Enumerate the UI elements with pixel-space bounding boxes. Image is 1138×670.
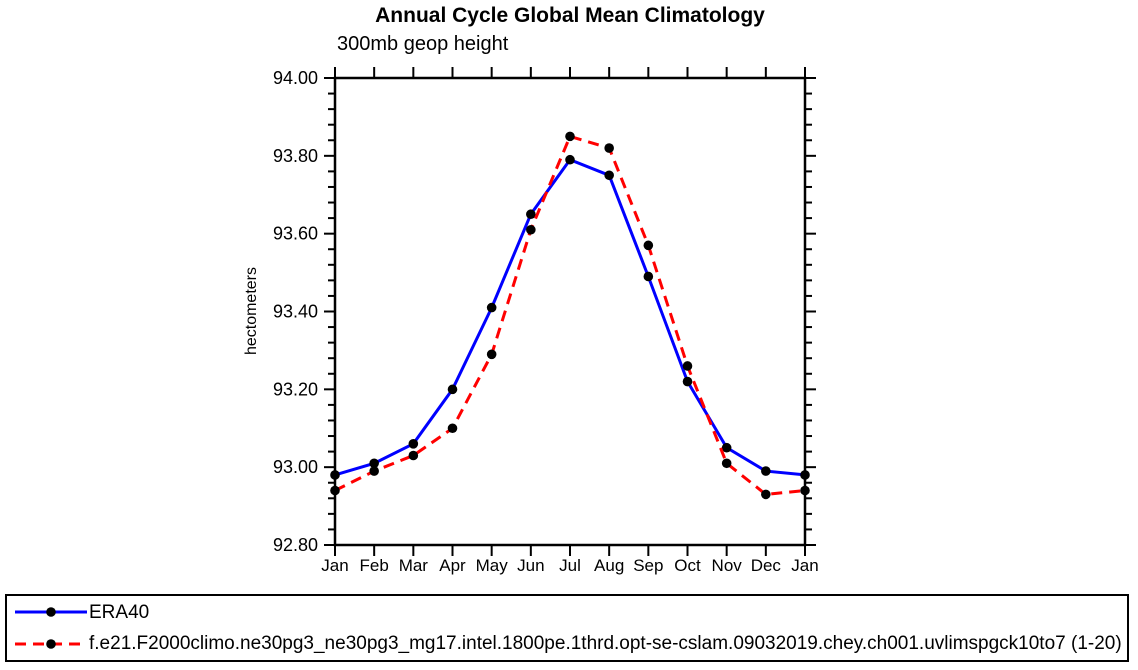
- x-axis-tick-label: Jul: [559, 556, 581, 575]
- x-axis-tick-label: Jan: [321, 556, 348, 575]
- plot-frame: [333, 76, 807, 547]
- data-point-marker: [330, 485, 340, 496]
- data-point-marker: [682, 376, 693, 387]
- series-line-0: [334, 157, 806, 477]
- legend-box: ERA40 f.e21.F2000climo.ne30pg3_ne30pg3_mg…: [5, 594, 1129, 662]
- x-axis-tick-label: Aug: [594, 556, 624, 575]
- data-point-marker: [526, 224, 536, 235]
- legend-label: f.e21.F2000climo.ne30pg3_ne30pg3_mg17.in…: [89, 633, 1122, 655]
- data-point-marker: [761, 466, 771, 476]
- data-point-marker: [721, 458, 732, 469]
- x-axis-tick-label: Dec: [751, 556, 782, 575]
- legend-line-sample: [15, 638, 87, 649]
- chart-subtitle: 300mb geop height: [337, 33, 509, 55]
- x-axis-tick-label: Nov: [712, 556, 743, 575]
- data-point-marker: [408, 439, 419, 449]
- y-axis-tick-label: 93.60: [273, 224, 318, 244]
- legend-marker-icon: [46, 638, 56, 649]
- data-point-marker: [604, 170, 614, 181]
- y-axis-tick-label: 92.80: [273, 535, 318, 555]
- data-point-marker: [604, 143, 614, 153]
- data-point-marker: [565, 154, 575, 165]
- y-axis-tick-label: 94.00: [273, 68, 318, 88]
- data-point-marker: [643, 240, 654, 251]
- data-point-marker: [447, 423, 458, 434]
- data-point-marker: [761, 489, 771, 500]
- data-point-marker: [369, 458, 379, 469]
- data-point-marker: [486, 349, 497, 360]
- data-point-marker: [526, 209, 536, 220]
- x-axis-tick-label: Jun: [517, 556, 544, 575]
- x-axis-tick-label: Apr: [439, 556, 466, 575]
- data-point-marker: [800, 485, 810, 496]
- data-point-marker: [682, 361, 693, 371]
- data-point-marker: [486, 302, 497, 313]
- data-point-marker: [800, 470, 810, 480]
- legend-marker-icon: [46, 607, 56, 618]
- data-point-marker: [721, 442, 732, 453]
- legend-item: ERA40: [7, 597, 1127, 627]
- y-axis-tick-label: 93.80: [273, 146, 318, 166]
- legend-line-sample: [15, 607, 87, 618]
- data-point-marker: [565, 131, 575, 142]
- series-line-1: [334, 134, 806, 496]
- data-point-marker: [643, 271, 654, 282]
- y-axis-tick-label: 93.20: [273, 379, 318, 399]
- y-axis-tick-label: 93.00: [273, 457, 318, 477]
- data-point-marker: [369, 466, 379, 476]
- legend-label: ERA40: [89, 601, 150, 623]
- x-axis-tick-label: Jan: [791, 556, 818, 575]
- y-axis-tick-label: 93.40: [273, 302, 318, 322]
- data-point-marker: [330, 470, 340, 480]
- legend-item: f.e21.F2000climo.ne30pg3_ne30pg3_mg17.in…: [7, 629, 1127, 659]
- data-point-marker: [447, 384, 458, 395]
- x-axis-tick-label: Sep: [633, 556, 663, 575]
- x-axis-tick-label: Feb: [360, 556, 389, 575]
- plot-area: Jan Feb Mar Apr May Jun Jul Aug Sep Oct Nov Dec Jan9…: [273, 67, 819, 575]
- data-point-marker: [408, 450, 419, 461]
- x-axis-tick-label: Oct: [674, 556, 701, 575]
- chart-title: Annual Cycle Global Mean Climatology: [375, 4, 765, 27]
- x-axis-tick-label: May: [476, 556, 509, 575]
- x-axis-tick-label: Mar: [399, 556, 429, 575]
